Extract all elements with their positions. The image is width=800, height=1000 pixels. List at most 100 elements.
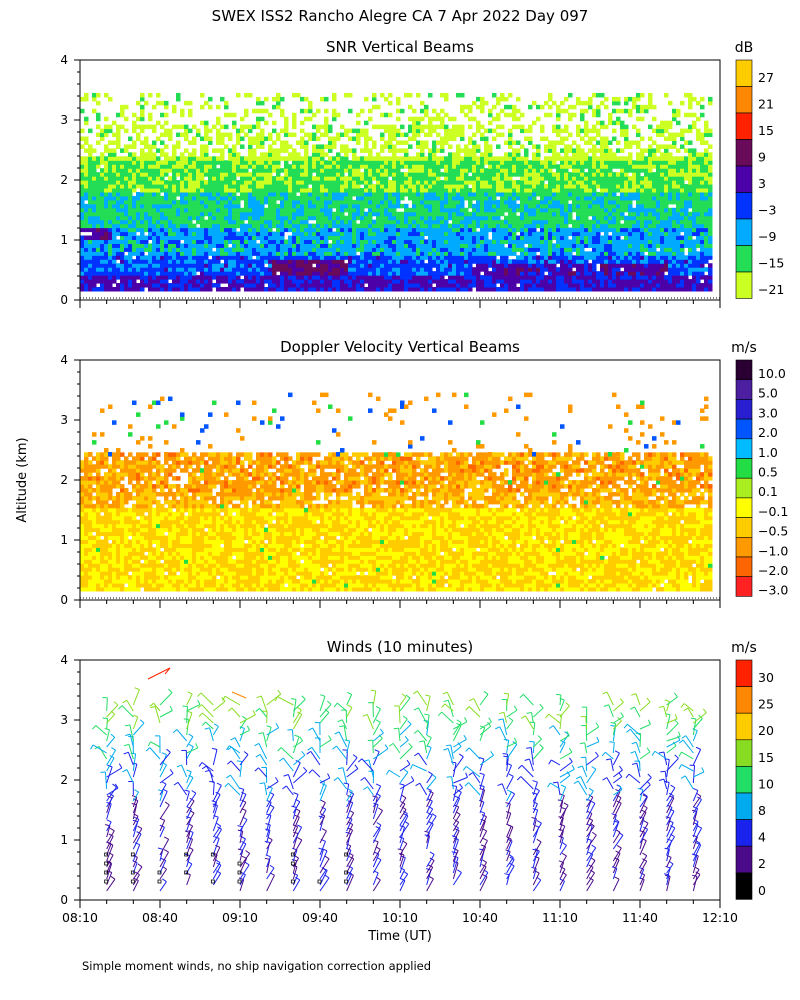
snr-cell (212, 219, 217, 225)
snr-cell (228, 199, 233, 205)
snr-cell (172, 148, 177, 153)
snr-cell (84, 136, 89, 142)
snr-cell (512, 112, 517, 118)
snr-cell (108, 191, 113, 197)
snr-cell (256, 255, 261, 260)
snr-cell (472, 203, 477, 209)
snr-cell (292, 152, 297, 157)
snr-cell (220, 191, 225, 197)
snr-cell (564, 283, 569, 288)
snr-cell (248, 259, 253, 264)
snr-cell (400, 203, 405, 209)
snr-cell (348, 231, 353, 237)
snr-cell (196, 251, 201, 256)
snr-cell (252, 231, 257, 237)
snr-cell (84, 191, 89, 197)
snr-cell (568, 219, 573, 225)
snr-cell (256, 164, 261, 169)
snr-cell (560, 287, 565, 292)
snr-cell (344, 251, 349, 256)
snr-cell (436, 207, 441, 213)
snr-cell (336, 168, 341, 173)
snr-cell (420, 199, 425, 205)
snr-cell (264, 287, 269, 292)
snr-cell (132, 247, 137, 252)
snr-cell (472, 191, 477, 197)
snr-cell (396, 223, 401, 229)
snr-cell (244, 108, 249, 114)
snr-cell (492, 188, 497, 193)
snr-cell (372, 255, 377, 260)
snr-cell (300, 199, 305, 205)
snr-cell (508, 156, 513, 161)
snr-cell (332, 235, 337, 241)
snr-cell (504, 215, 509, 221)
snr-cell (320, 223, 325, 229)
snr-cell (252, 184, 257, 189)
snr-cell (484, 144, 489, 149)
snr-cell (260, 263, 265, 268)
snr-cell (284, 251, 289, 256)
snr-cell (112, 199, 117, 205)
snr-cell (284, 156, 289, 161)
snr-cell (428, 215, 433, 221)
snr-cell (480, 188, 485, 193)
snr-cell (208, 223, 213, 229)
snr-cell (400, 191, 405, 197)
snr-cell (108, 271, 113, 276)
snr-cell (484, 255, 489, 260)
snr-cell (360, 223, 365, 229)
snr-cell (260, 144, 265, 149)
snr-cell (552, 140, 557, 145)
snr-cell (416, 120, 421, 126)
snr-cell (396, 172, 401, 177)
snr-cell (312, 156, 317, 161)
snr-cell (196, 176, 201, 181)
snr-cell (228, 215, 233, 221)
snr-cell (276, 255, 281, 260)
snr-cell (336, 136, 341, 142)
snr-cell (172, 267, 177, 272)
snr-cell (392, 195, 397, 201)
snr-cell (276, 156, 281, 161)
snr-cell (468, 227, 473, 233)
snr-cell (380, 279, 385, 284)
snr-cell (252, 188, 257, 193)
snr-cell (236, 279, 241, 284)
snr-cell (484, 251, 489, 256)
snr-cell (304, 223, 309, 229)
snr-cell (316, 168, 321, 173)
snr-cell (488, 251, 493, 256)
snr-cell (184, 215, 189, 221)
snr-cell (580, 128, 585, 134)
snr-cell (516, 259, 521, 264)
snr-cell (284, 168, 289, 173)
snr-cell (536, 235, 541, 241)
snr-cell (512, 172, 517, 177)
snr-cell (288, 219, 293, 225)
snr-cell (472, 219, 477, 225)
snr-cell (476, 267, 481, 272)
snr-cell (92, 255, 97, 260)
snr-cell (588, 188, 593, 193)
snr-cell (456, 195, 461, 201)
snr-cell (512, 168, 517, 173)
snr-cell (480, 108, 485, 114)
snr-cell (104, 124, 109, 130)
snr-cell (584, 188, 589, 193)
snr-cell (168, 191, 173, 197)
snr-cell (460, 271, 465, 276)
snr-cell (460, 219, 465, 225)
snr-cell (180, 279, 185, 284)
snr-cell (120, 227, 125, 233)
snr-cell (204, 136, 209, 142)
snr-cell (460, 227, 465, 233)
snr-cell (248, 227, 253, 233)
snr-cell (460, 132, 465, 138)
snr-cell (204, 231, 209, 237)
snr-cell (388, 259, 393, 264)
snr-cell (528, 188, 533, 193)
snr-cell (184, 247, 189, 252)
snr-cell (512, 279, 517, 284)
snr-cell (144, 184, 149, 189)
